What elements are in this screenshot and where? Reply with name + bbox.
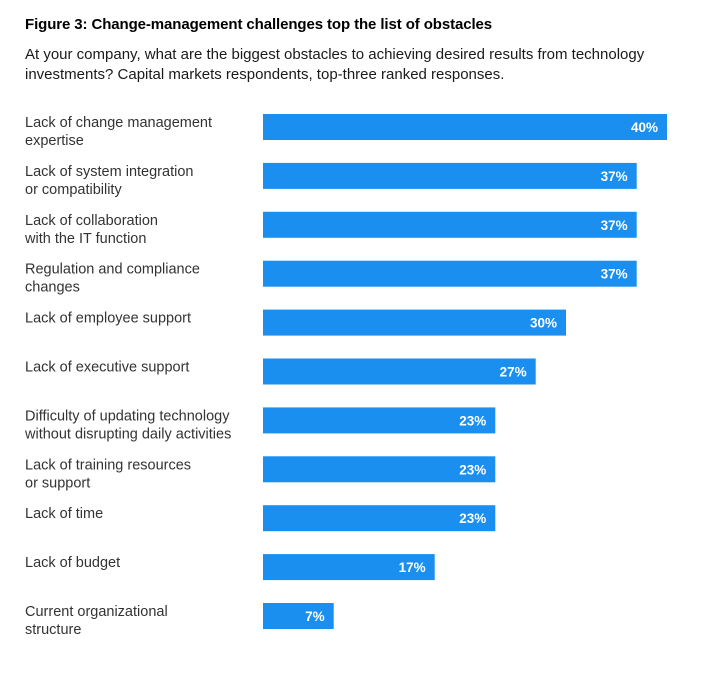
value-label: 17% [399, 560, 426, 575]
category-label: Lack of system integration or compatibili… [25, 164, 193, 198]
bar [263, 114, 667, 140]
value-label: 23% [459, 462, 486, 477]
category-label: Lack of employee support [25, 311, 191, 327]
category-label: Lack of time [25, 506, 103, 522]
bar [263, 407, 496, 434]
category-label: Lack of training resources or support [25, 457, 191, 491]
bar-row: Lack of collaboration with the IT functio… [24, 211, 637, 247]
bar [263, 554, 435, 581]
bar-row: Lack of change management expertise 40% [25, 114, 667, 149]
value-label: 27% [500, 365, 527, 380]
value-label: 40% [631, 120, 658, 135]
value-label: 37% [601, 169, 628, 184]
bar-row: Lack of executive support 27% [25, 358, 536, 385]
value-label: 7% [305, 609, 325, 624]
bar-row: Current organizational structure 7% [25, 603, 334, 638]
category-label: Difficulty of updating technology without… [24, 408, 231, 442]
bar [263, 358, 536, 385]
bar-row: Lack of employee support 30% [25, 309, 566, 336]
value-label: 37% [601, 218, 628, 233]
chart-subtitle: At your company, what are the biggest ob… [25, 46, 645, 83]
bar [263, 456, 496, 483]
category-label: Current organizational structure [25, 604, 168, 638]
bar-row: Difficulty of updating technology without… [24, 407, 496, 442]
category-label: Lack of collaboration with the IT functio… [24, 213, 158, 247]
category-label: Regulation and compliance changes [25, 262, 200, 296]
value-label: 23% [459, 511, 486, 526]
bar-row: Regulation and compliance changes 37% [25, 260, 637, 296]
bar-row: Lack of time 23% [25, 505, 496, 532]
bar-row: Lack of budget 17% [25, 554, 435, 581]
bar [263, 309, 566, 336]
category-label: Lack of change management expertise [25, 115, 212, 149]
value-label: 37% [601, 267, 628, 282]
bar-row: Lack of training resources or support 23% [25, 456, 496, 491]
bar [263, 505, 496, 532]
bar [263, 162, 637, 189]
category-label: Lack of executive support [25, 360, 189, 376]
value-label: 30% [530, 316, 557, 331]
bar [263, 603, 334, 629]
category-label: Lack of budget [25, 555, 120, 571]
value-label: 23% [459, 413, 486, 428]
bar-row: Lack of system integration or compatibili… [25, 162, 637, 198]
chart-title: Figure 3: Change-management challenges t… [25, 16, 493, 33]
bar [263, 260, 637, 287]
bar [263, 211, 637, 238]
